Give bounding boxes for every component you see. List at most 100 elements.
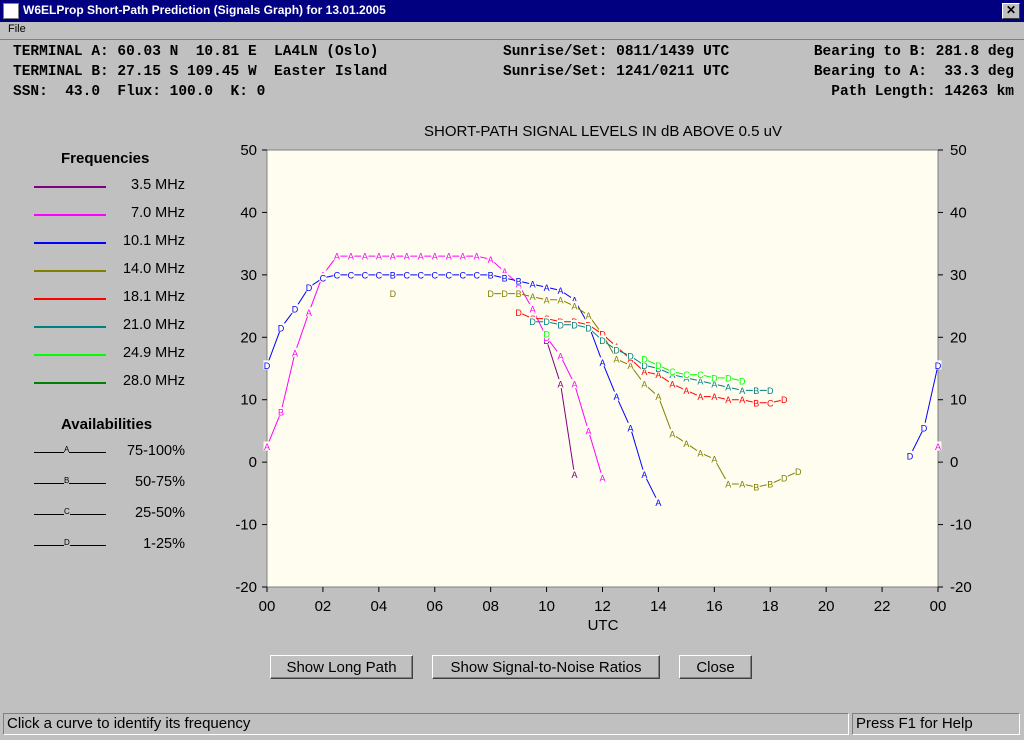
legend-availability-label: 1-25% (143, 536, 185, 552)
legend-line-swatch (34, 186, 106, 188)
data-point-bg (557, 319, 565, 329)
data-point-marker: A (599, 358, 605, 368)
data-point-bg (738, 385, 746, 395)
show-snr-button[interactable]: Show Signal-to-Noise Ratios (432, 655, 660, 679)
data-point-marker: C (320, 273, 327, 283)
data-point-marker: A (627, 361, 633, 371)
data-point-bg (710, 391, 718, 401)
data-point-marker: A (530, 280, 536, 290)
legend-availability-label: 75-100% (126, 443, 185, 459)
x-tick-label: 06 (426, 598, 443, 615)
data-point-marker: D (306, 283, 313, 293)
data-point-marker: D (767, 386, 774, 396)
legend-item-frequency: 28.0 MHz (34, 372, 194, 392)
data-point-marker: B (488, 270, 494, 280)
series-10-1-mhz[interactable]: DDDDCCCCCBCCCCCCBBBAAAAAAAAAADDD (263, 269, 942, 508)
data-point-marker: A (641, 367, 647, 377)
data-point-bg (752, 482, 760, 492)
x-tick-label: 08 (482, 598, 499, 615)
chart-title: SHORT-PATH SIGNAL LEVELS IN dB ABOVE 0.5… (424, 123, 782, 140)
data-point-bg (557, 294, 565, 304)
legend-item-availability: D 1-25% (34, 535, 194, 555)
data-point-marker: D (795, 467, 802, 477)
plot-area[interactable] (266, 149, 939, 588)
data-point-marker: C (683, 370, 690, 380)
data-point-bg (571, 469, 579, 479)
data-point-bg (543, 282, 551, 292)
data-point-marker: A (572, 302, 578, 312)
solar-conditions: SSN: 43.0 Flux: 100.0 K: 0 (13, 84, 266, 100)
data-point-bg (403, 251, 411, 261)
data-point-bg (501, 272, 509, 282)
data-point-bg (766, 397, 774, 407)
data-point-bg (277, 322, 285, 332)
data-point-marker: A (488, 255, 494, 265)
app-icon[interactable] (3, 3, 19, 19)
data-point-marker: A (641, 470, 647, 480)
data-point-bg (612, 344, 620, 354)
legend-item-frequency: 18.1 MHz (34, 288, 194, 308)
data-point-marker: D (529, 317, 536, 327)
data-point-marker: A (711, 455, 717, 465)
menu-file[interactable]: File (8, 23, 26, 35)
data-point-marker: D (641, 355, 648, 365)
data-point-bg (403, 269, 411, 279)
data-point-bg (696, 375, 704, 385)
legend-line-swatch (34, 354, 106, 356)
data-point-bg (640, 469, 648, 479)
data-point-bg (389, 251, 397, 261)
data-point-bg (599, 335, 606, 345)
data-point-bg (640, 360, 648, 370)
legend-line-swatch (34, 270, 106, 272)
legend-item-frequency: 10.1 MHz (34, 232, 194, 252)
legend-availability-marker: A (64, 445, 70, 454)
data-point-marker: A (446, 252, 452, 262)
legend-item-frequency: 21.0 MHz (34, 316, 194, 336)
data-point-marker: A (292, 348, 298, 358)
path-length: Path Length: 14263 km (831, 84, 1014, 100)
data-point-marker: A (460, 252, 466, 262)
y-tick-label-right: 40 (950, 204, 967, 221)
status-message: Click a curve to identify its frequency (3, 713, 849, 735)
legend-frequency-label: 10.1 MHz (122, 233, 185, 249)
title-bar: W6ELProp Short-Path Prediction (Signals … (0, 0, 1024, 22)
signal-levels-chart[interactable]: SHORT-PATH SIGNAL LEVELS IN dB ABOVE 0.5… (0, 0, 1024, 712)
x-tick-label: 20 (818, 598, 835, 615)
data-point-bg (515, 276, 523, 286)
y-tick-label-right: 10 (950, 392, 967, 409)
data-point-marker: C (697, 370, 704, 380)
data-point-marker: D (515, 308, 522, 318)
data-point-marker: D (907, 451, 914, 461)
data-point-bg (557, 351, 565, 361)
x-tick-label: 18 (762, 598, 779, 615)
data-point-marker: A (544, 283, 550, 293)
legend-item-frequency: 7.0 MHz (34, 204, 194, 224)
data-point-marker: A (558, 295, 564, 305)
data-point-marker: C (376, 270, 383, 280)
data-point-bg (459, 251, 467, 261)
data-point-bg (501, 288, 509, 298)
sunrise-set-b: Sunrise/Set: 1241/0211 UTC (503, 64, 730, 80)
data-point-bg (361, 269, 369, 279)
data-point-marker: D (585, 323, 592, 333)
data-point-bg (668, 366, 676, 376)
data-point-marker: A (739, 395, 745, 405)
x-tick-label: 00 (259, 598, 276, 615)
window-close-button[interactable]: ✕ (1002, 3, 1020, 19)
data-point-bg (557, 285, 565, 295)
x-tick-label: 12 (594, 598, 611, 615)
data-point-marker: B (753, 386, 759, 396)
data-point-marker: A (599, 473, 605, 483)
legend-frequency-label: 24.9 MHz (122, 345, 185, 361)
data-point-bg (389, 269, 397, 279)
data-point-bg (445, 269, 453, 279)
y-tick-label-right: -10 (950, 517, 972, 534)
show-long-path-button[interactable]: Show Long Path (270, 655, 413, 679)
data-point-marker: A (697, 392, 703, 402)
close-button[interactable]: Close (679, 655, 752, 679)
data-point-bg (682, 438, 690, 448)
data-point-bg (487, 288, 495, 298)
data-point-bg (794, 466, 802, 476)
data-point-marker: A (572, 380, 578, 390)
